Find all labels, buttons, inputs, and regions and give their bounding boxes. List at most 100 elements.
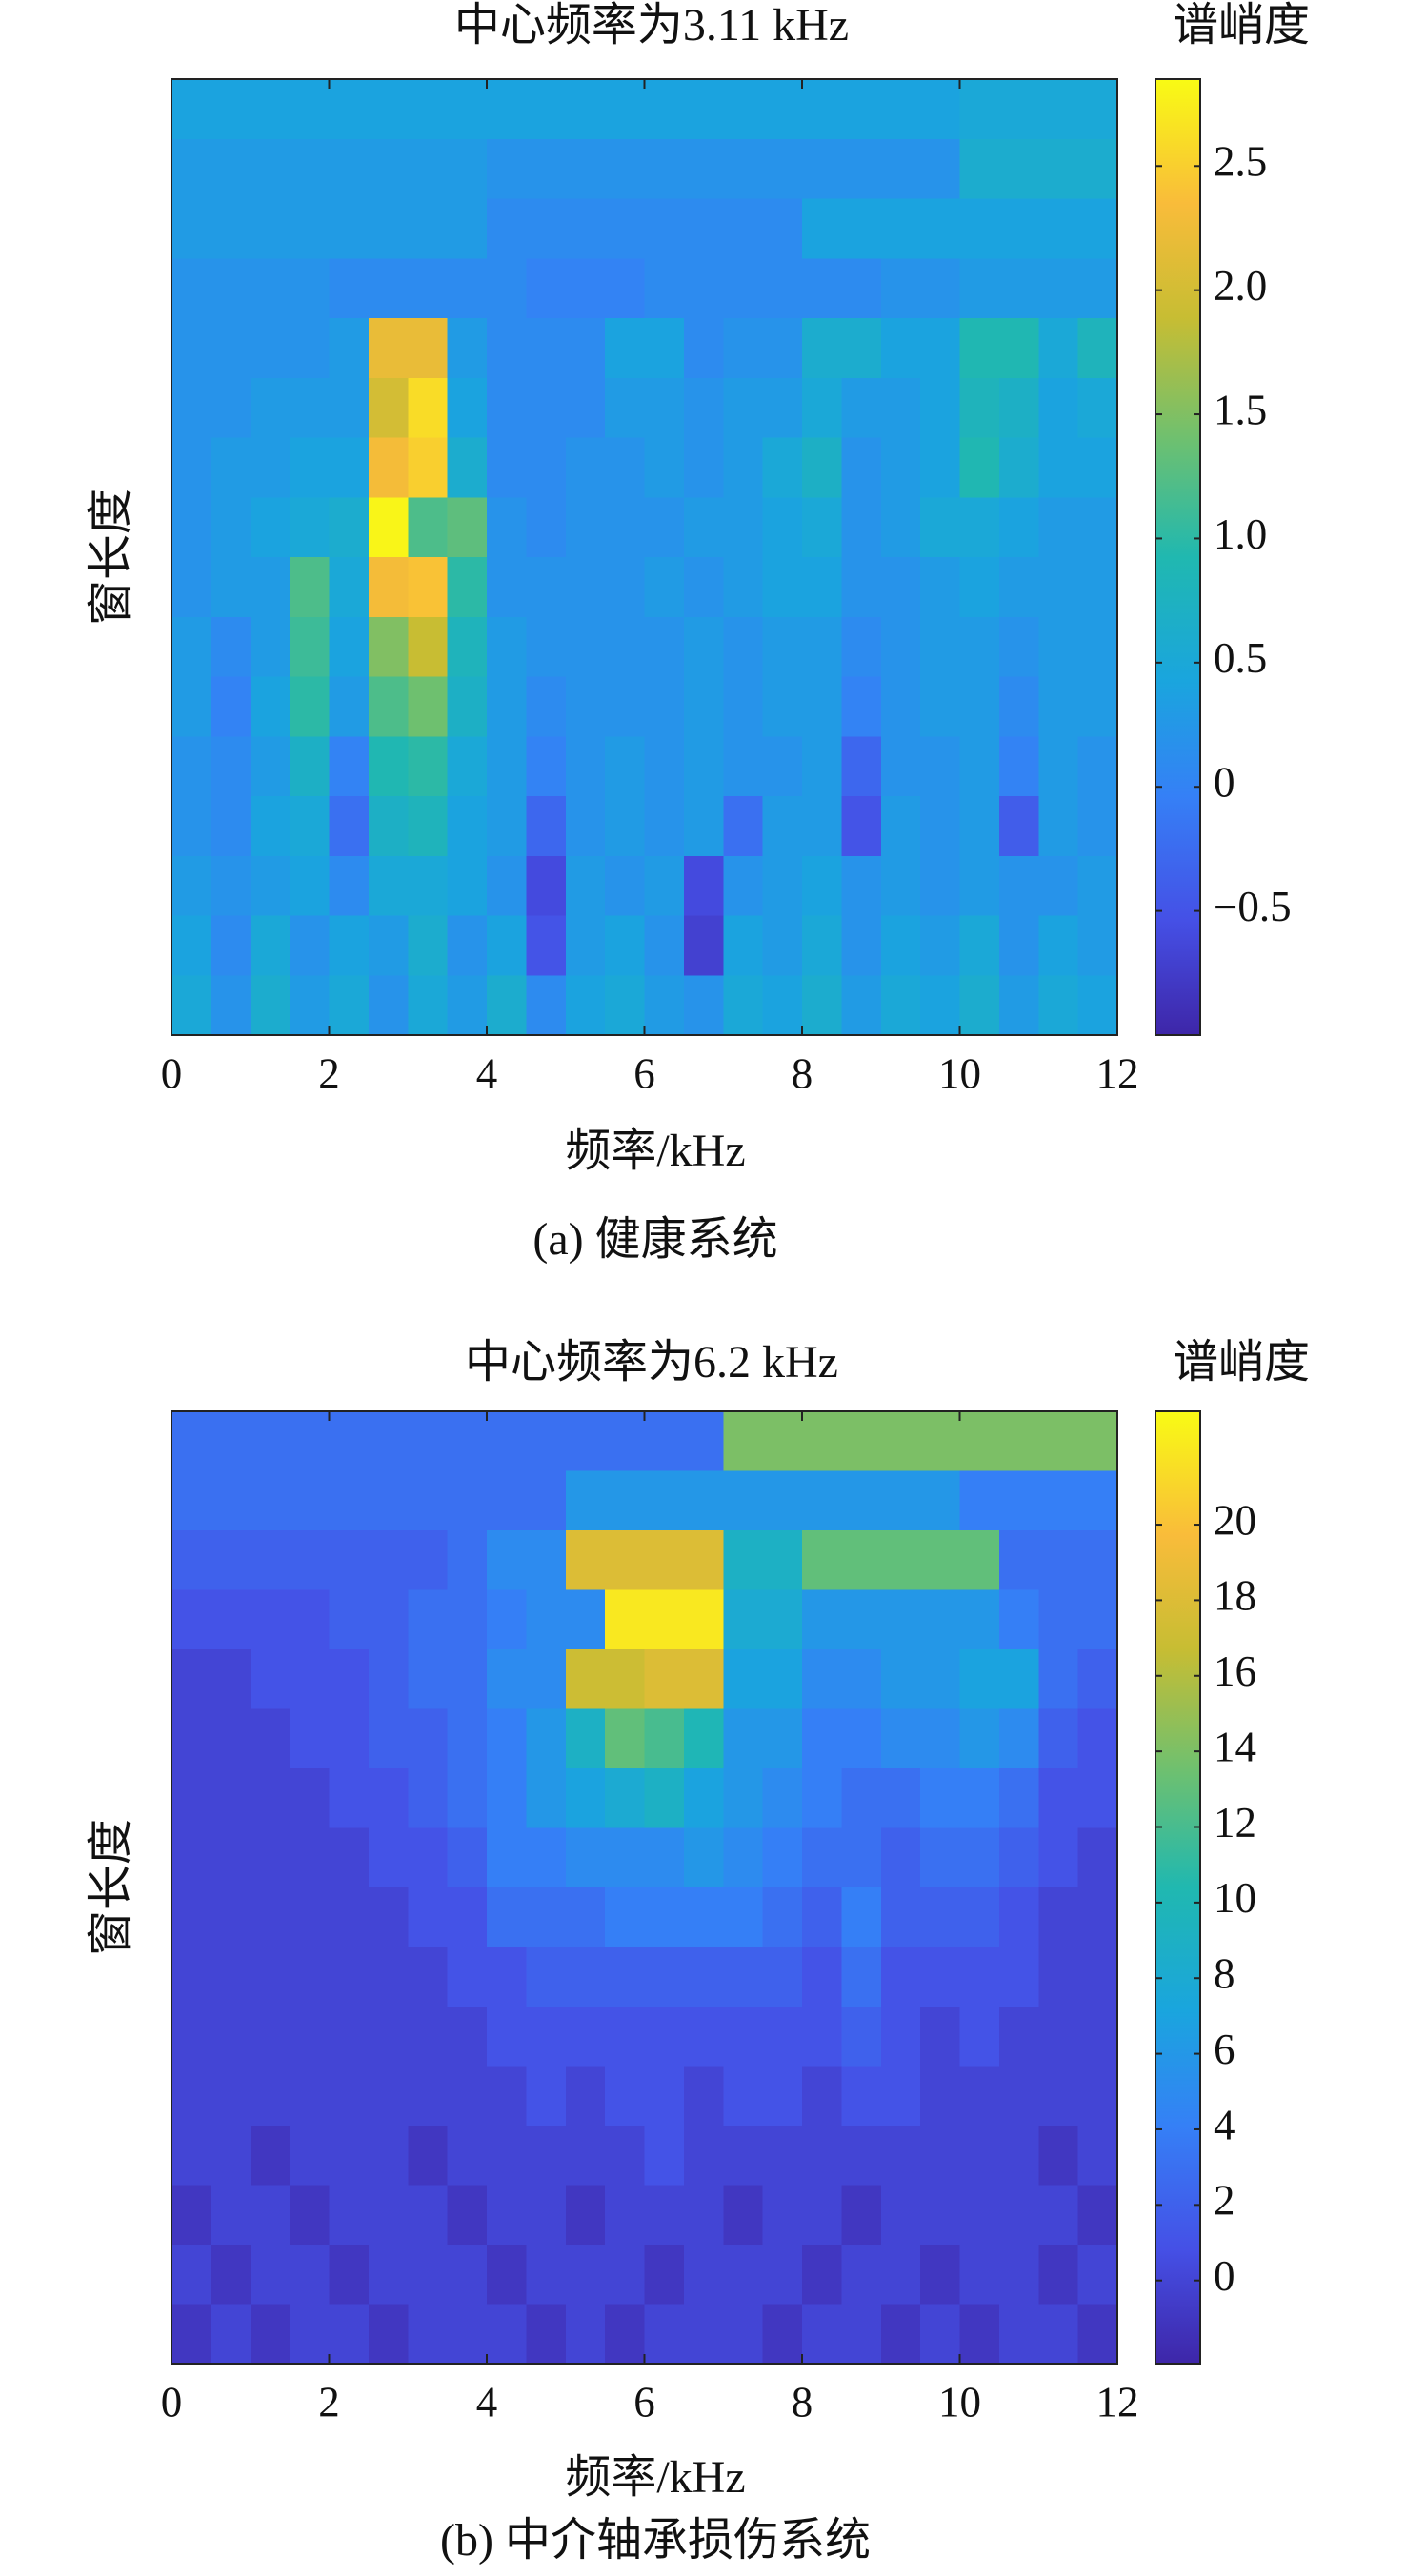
heatmap-cell	[802, 198, 842, 259]
heatmap-cell	[408, 198, 449, 259]
heatmap-cell	[683, 676, 724, 737]
heatmap-cell	[487, 1887, 527, 1948]
heatmap-cell	[762, 258, 803, 319]
heatmap-cell	[723, 1947, 764, 2007]
heatmap-cell	[841, 676, 882, 737]
heatmap-cell	[959, 1530, 1000, 1591]
heatmap-cell	[565, 79, 606, 140]
heatmap-cell	[565, 1649, 606, 1710]
heatmap-cell	[526, 198, 567, 259]
heatmap-cell	[998, 1530, 1039, 1591]
heatmap-cell	[762, 318, 803, 379]
heatmap-cell	[447, 2007, 488, 2067]
heatmap-cell	[171, 1470, 211, 1531]
heatmap-cell	[605, 1530, 646, 1591]
heatmap-cell	[959, 1649, 1000, 1710]
heatmap-cell	[250, 975, 291, 1036]
heatmap-cell	[171, 497, 211, 558]
heatmap-cell	[920, 2304, 961, 2365]
colorbar	[1155, 1410, 1201, 2365]
colorbar-tick-label: 20	[1214, 1496, 1256, 1544]
heatmap-cell	[171, 557, 211, 618]
heatmap-cell	[880, 1589, 921, 1650]
heatmap-cell	[723, 796, 764, 857]
heatmap-cell	[644, 1827, 685, 1888]
heatmap-cell	[802, 736, 842, 797]
heatmap-cell	[959, 79, 1000, 140]
heatmap-cell	[880, 2304, 921, 2365]
heatmap-cell	[250, 1589, 291, 1650]
heatmap-cell	[802, 796, 842, 857]
heatmap-cell	[447, 2066, 488, 2127]
heatmap-cell	[408, 796, 449, 857]
heatmap-cell	[526, 258, 567, 319]
heatmap-cell	[644, 258, 685, 319]
heatmap-cell	[605, 2304, 646, 2365]
heatmap-cell	[487, 1470, 527, 1531]
heatmap-cell	[447, 975, 488, 1036]
heatmap-cell	[1038, 138, 1079, 200]
heatmap-cell	[802, 437, 842, 498]
heatmap-cell	[211, 2007, 251, 2067]
heatmap-cell	[880, 557, 921, 618]
x-tick-label: 10	[938, 2378, 981, 2426]
heatmap-cell	[211, 1768, 251, 1829]
heatmap-cell	[1077, 616, 1118, 678]
heatmap-cell	[723, 975, 764, 1036]
heatmap-cell	[644, 138, 685, 200]
heatmap-cell	[723, 676, 764, 737]
heatmap-cell	[920, 2066, 961, 2127]
heatmap-cell	[171, 318, 211, 379]
heatmap-cell	[644, 377, 685, 439]
heatmap-cell	[526, 557, 567, 618]
heatmap-cell	[1038, 616, 1079, 678]
heatmap-cell	[1038, 79, 1079, 140]
heatmap-cell	[408, 1530, 449, 1591]
heatmap-cell	[447, 1589, 488, 1650]
heatmap-cell	[920, 1947, 961, 2007]
heatmap-cell	[447, 258, 488, 319]
heatmap-cell	[959, 557, 1000, 618]
heatmap-cell	[683, 2126, 724, 2187]
heatmap-cell	[447, 138, 488, 200]
heatmap-cell	[526, 2304, 567, 2365]
heatmap-cell	[487, 437, 527, 498]
heatmap-cell	[250, 1827, 291, 1888]
heatmap-cell	[1038, 2066, 1079, 2127]
heatmap-cell	[211, 1411, 251, 1472]
heatmap-cell	[644, 557, 685, 618]
heatmap-cell	[447, 796, 488, 857]
heatmap-cell	[368, 258, 409, 319]
heatmap-cell	[368, 1589, 409, 1650]
heatmap-cell	[683, 2007, 724, 2067]
colorbar-tick-label: 1.0	[1214, 510, 1267, 558]
heatmap-cell	[1038, 2007, 1079, 2067]
heatmap-cell	[920, 855, 961, 917]
heatmap-cell	[723, 855, 764, 917]
heatmap-cell	[841, 1649, 882, 1710]
heatmap-cell	[841, 975, 882, 1036]
heatmap-cell	[565, 2185, 606, 2246]
heatmap-cell	[683, 2245, 724, 2306]
heatmap-cell	[605, 258, 646, 319]
heatmap-cell	[171, 138, 211, 200]
heatmap-cell	[998, 855, 1039, 917]
heatmap-cell	[841, 796, 882, 857]
heatmap-cell	[762, 855, 803, 917]
heatmap-cell	[644, 1470, 685, 1531]
heatmap-cell	[723, 2185, 764, 2246]
heatmap-cell	[998, 377, 1039, 439]
heatmap-cell	[290, 1530, 331, 1591]
heatmap-cell	[683, 855, 724, 917]
heatmap-cell	[487, 1649, 527, 1710]
heatmap-cell	[368, 2066, 409, 2127]
heatmap-cell	[329, 1947, 370, 2007]
colorbar-tick-label: 2.0	[1214, 262, 1267, 310]
heatmap-cell	[526, 1768, 567, 1829]
heatmap-cell	[171, 616, 211, 678]
heatmap-cell	[526, 915, 567, 976]
heatmap-cell	[487, 915, 527, 976]
heatmap-cell	[605, 2007, 646, 2067]
heatmap-cell	[171, 796, 211, 857]
heatmap-cell	[841, 1947, 882, 2007]
